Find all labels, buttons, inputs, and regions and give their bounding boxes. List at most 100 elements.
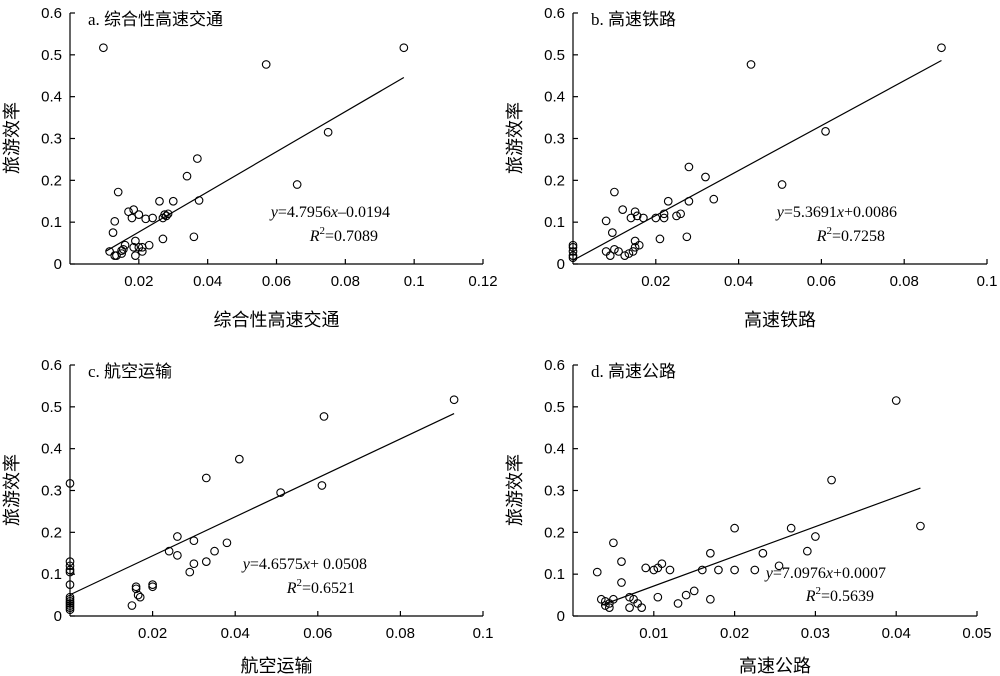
y-tick-label: 0.5 — [41, 399, 62, 416]
data-point — [657, 559, 667, 569]
data-point — [653, 592, 663, 602]
y-axis-label: 旅游效率 — [2, 454, 22, 526]
data-point — [134, 210, 144, 219]
data-point — [620, 251, 630, 260]
data-point — [651, 213, 661, 223]
data-point — [701, 172, 710, 182]
r-squared: R2=0.5639 — [805, 585, 874, 605]
data-point — [605, 251, 615, 260]
data-point — [821, 127, 830, 136]
data-point — [194, 196, 204, 205]
data-point — [144, 240, 154, 250]
x-tick-label: 0.1 — [977, 273, 998, 290]
x-tick-label: 0.02 — [124, 273, 153, 290]
data-point — [185, 567, 195, 577]
y-tick-label: 0.4 — [544, 89, 565, 106]
regression-equation: y=7.0976x+0.0007 — [764, 565, 886, 582]
data-point — [786, 523, 796, 533]
data-point — [618, 205, 628, 214]
y-tick-label: 0.2 — [41, 172, 62, 189]
data-point — [292, 180, 302, 189]
panel-title: d. 高速公路 — [591, 362, 676, 381]
data-point — [649, 565, 659, 575]
data-point — [222, 538, 232, 548]
data-point — [319, 412, 329, 421]
data-point — [746, 60, 756, 69]
data-point — [127, 213, 137, 223]
data-point — [148, 582, 157, 592]
r-squared: R2=0.6521 — [286, 577, 355, 597]
data-point — [684, 162, 694, 172]
data-point — [120, 240, 130, 250]
data-point — [201, 557, 211, 566]
data-point — [118, 245, 128, 254]
panel-a: 0 0.1 0.2 0.3 0.4 0.5 0.6 0.02 0.04 0.06 0.08 0.1 0.… — [2, 5, 498, 330]
x-tick-label: 0.04 — [193, 273, 222, 290]
data-point — [317, 481, 327, 490]
data-point — [117, 249, 126, 258]
data-point — [750, 565, 760, 575]
data-point — [600, 597, 610, 606]
data-point — [689, 586, 699, 596]
y-tick-label: 0.6 — [41, 357, 62, 374]
data-point — [709, 194, 719, 204]
y-tick-label: 0.1 — [41, 214, 62, 231]
x-tick-label: 0.05 — [962, 625, 991, 642]
data-point — [568, 247, 578, 256]
data-point — [99, 43, 108, 53]
x-axis-label: 综合性高速交通 — [214, 310, 340, 330]
data-point — [617, 557, 626, 566]
x-tick-label: 0.04 — [221, 625, 250, 642]
x-tick-label: 0.06 — [807, 273, 836, 290]
data-point — [234, 454, 244, 464]
data-point — [634, 240, 644, 250]
data-point — [610, 245, 619, 254]
panel-title: a. 综合性高速交通 — [88, 10, 223, 29]
y-tick-label: 0.3 — [41, 483, 62, 500]
x-tick-label: 0.1 — [404, 273, 425, 290]
data-point — [610, 187, 619, 197]
data-point — [663, 196, 673, 206]
regression-equation: y=4.6575x+ 0.0508 — [241, 556, 367, 573]
data-point — [182, 171, 192, 181]
data-point — [164, 546, 174, 556]
x-tick-label: 0.12 — [468, 273, 497, 290]
data-point — [168, 196, 178, 206]
y-tick-label: 0.3 — [544, 131, 565, 148]
data-point — [632, 211, 642, 221]
x-tick-label: 0.02 — [641, 273, 670, 290]
data-point — [639, 213, 648, 223]
data-point — [684, 196, 694, 206]
data-point — [158, 234, 168, 244]
r-squared: R2=0.7089 — [309, 225, 378, 245]
x-axis-label: 航空运输 — [241, 656, 313, 676]
y-tick-label: 0 — [54, 608, 62, 625]
data-point — [113, 187, 123, 197]
panel-title: b. 高速铁路 — [591, 10, 676, 29]
data-point — [173, 550, 182, 560]
data-point — [682, 232, 692, 242]
data-point — [730, 565, 739, 575]
y-tick-label: 0 — [557, 608, 565, 625]
data-point — [697, 565, 707, 575]
y-tick-label: 0.3 — [544, 483, 565, 500]
x-axis-label: 高速铁路 — [744, 310, 816, 330]
data-point — [617, 578, 626, 587]
y-tick-label: 0.5 — [41, 47, 62, 64]
panel-d: 0 0.1 0.2 0.3 0.4 0.5 0.6 0.01 0.02 0.03 0.04 0.05 d… — [505, 357, 992, 676]
data-point — [129, 205, 139, 214]
y-axis-label: 旅游效率 — [505, 102, 525, 174]
data-point — [625, 592, 634, 602]
regression-line — [572, 59, 942, 261]
y-tick-label: 0.4 — [544, 441, 565, 458]
data-point — [630, 207, 640, 217]
x-tick-label: 0.04 — [724, 273, 753, 290]
data-point — [625, 603, 634, 612]
regression-equation: y=4.7956x–0.0194 — [269, 204, 390, 221]
data-point — [609, 594, 618, 604]
x-tick-label: 0.03 — [801, 625, 830, 642]
regression-line — [69, 413, 455, 596]
data-point — [173, 532, 182, 541]
data-point — [665, 565, 675, 575]
